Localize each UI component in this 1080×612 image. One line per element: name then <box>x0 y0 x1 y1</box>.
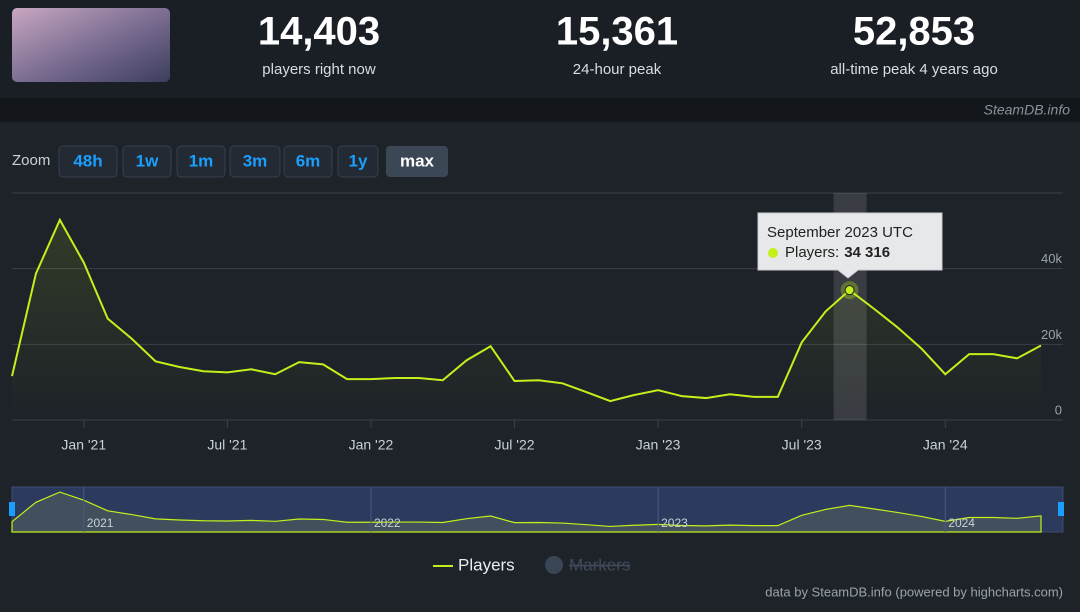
zoom-button-label[interactable]: max <box>400 151 435 170</box>
stat-value: 14,403 <box>258 10 380 54</box>
y-tick-label: 20k <box>1041 327 1062 342</box>
navigator-label: 2024 <box>948 516 975 530</box>
zoom-button[interactable] <box>122 145 172 178</box>
legend-label-hidden[interactable]: Markers <box>569 555 630 574</box>
stat-label: 24-hour peak <box>573 61 662 78</box>
stat-value: 15,361 <box>556 10 678 54</box>
tooltip-title: September 2023 UTC <box>767 224 913 241</box>
tooltip-series: Players: 34 316 <box>785 244 890 261</box>
x-tick-label: Jan '23 <box>636 437 681 453</box>
tooltip-dot <box>768 248 778 258</box>
navigator-label: 2022 <box>374 516 401 530</box>
x-tick-label: Jul '23 <box>782 437 822 453</box>
stat-label: all-time peak 4 years ago <box>830 61 998 78</box>
zoom-button[interactable] <box>176 145 226 178</box>
footer-credit: data by SteamDB.info (powered by highcha… <box>765 584 1063 599</box>
zoom-button[interactable] <box>386 146 448 177</box>
zoom-button-label[interactable]: 3m <box>243 151 268 170</box>
zoom-button[interactable] <box>58 145 118 178</box>
header-bg <box>0 0 1080 98</box>
navigator-line <box>11 491 1042 533</box>
hover-point <box>844 285 855 296</box>
strip <box>0 98 1080 122</box>
navigator-handle[interactable] <box>1058 502 1064 516</box>
tooltip-box <box>757 212 943 279</box>
navigator-bg <box>11 486 1064 533</box>
zoom-button[interactable] <box>229 145 281 178</box>
game-image <box>12 8 170 82</box>
x-tick-label: Jul '21 <box>207 437 247 453</box>
x-tick-label: Jan '22 <box>349 437 394 453</box>
legend-symbol <box>545 556 563 574</box>
line-area <box>12 219 1041 420</box>
tooltip-value: 34 316 <box>844 244 890 261</box>
zoom-button-label[interactable]: 6m <box>296 151 321 170</box>
navigator-label: 2021 <box>87 516 114 530</box>
tooltip-series-label: Players: <box>785 244 839 261</box>
navigator-label: 2023 <box>661 516 688 530</box>
y-tick-label: 0 <box>1055 402 1062 417</box>
zoom-label: Zoom <box>12 152 50 169</box>
watermark: SteamDB.info <box>984 102 1071 118</box>
y-tick-label: 40k <box>1041 251 1062 266</box>
stat-value: 52,853 <box>853 10 975 54</box>
line <box>11 217 1042 403</box>
zoom-button-label[interactable]: 1m <box>189 151 214 170</box>
stat-label: players right now <box>262 61 376 78</box>
zoom-button-label[interactable]: 48h <box>73 151 102 170</box>
zoom-button[interactable] <box>337 145 379 178</box>
x-tick-label: Jan '24 <box>923 437 968 453</box>
legend-label[interactable]: Players <box>458 555 515 574</box>
navigator-handle[interactable] <box>9 502 15 516</box>
zoom-button-label[interactable]: 1w <box>136 151 159 170</box>
x-tick-label: Jul '22 <box>495 437 535 453</box>
zoom-button-label[interactable]: 1y <box>349 151 368 170</box>
x-tick-label: Jan '21 <box>61 437 106 453</box>
zoom-button[interactable] <box>283 145 333 178</box>
